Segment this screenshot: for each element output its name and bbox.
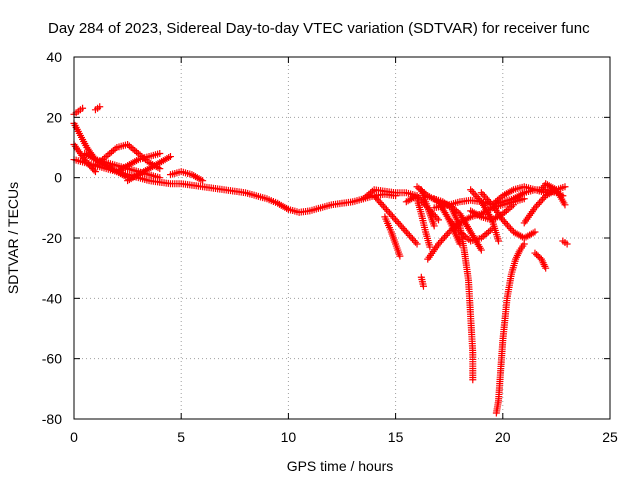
y-tick-label: -40 [42,290,62,306]
series-trace [468,187,502,243]
series-recovery-3 [445,216,496,245]
data-point [477,189,485,197]
data-point [381,204,389,212]
data-point [424,204,432,212]
series-arc-late-1 [467,186,503,245]
series-late-arc-5 [520,183,569,227]
series-trace [361,186,419,201]
y-tick-label: 0 [54,170,62,186]
series-hump-1 [91,140,164,173]
x-tick-label: 25 [602,429,618,445]
series-trace [414,197,433,249]
series-late-point [559,237,571,248]
series-trace [533,251,549,270]
series-early-cluster-1 [70,104,87,118]
series-isolated-drop [417,273,427,290]
series-arc-1 [166,168,207,185]
data-point [467,186,475,194]
series-early-cluster-2 [91,103,104,114]
series-trace [493,242,527,415]
series-trace [418,275,427,288]
data-points [70,103,571,417]
series-trace [522,183,567,225]
series-deep-spike-2 [492,240,528,417]
x-tick-label: 0 [70,429,78,445]
series-trace [447,218,494,244]
y-tick-label: 20 [46,109,62,125]
series-dip-1 [381,213,404,260]
data-point [434,216,442,224]
series-trace [404,193,441,222]
y-axis-title: SDTVAR / TECUs [5,182,21,294]
series-trace [382,215,403,258]
x-tick-label: 10 [281,429,297,445]
series-trace [115,150,162,175]
series-hump-2 [113,150,164,176]
data-point [402,228,410,236]
data-point [370,192,378,200]
series-trace [372,193,420,246]
series-trace [561,239,569,247]
y-tick-label: 40 [46,49,62,65]
series-trace [72,106,84,117]
data-point [445,216,453,224]
chart-title: Day 284 of 2023, Sidereal Day-to-day VTE… [48,20,590,37]
series-trace [169,168,205,184]
series-dip-5 [402,192,442,224]
series-trace [71,142,98,174]
data-point [413,240,421,248]
y-tick-label: -80 [42,411,62,427]
series-hump-3 [124,153,174,185]
series-late-arc-7 [531,249,550,272]
y-tick-label: -20 [42,230,62,246]
series-dip-2 [370,192,421,248]
series-arc-2 [359,186,421,203]
x-tick-label: 15 [388,429,404,445]
series-late-arc-6 [537,180,569,209]
x-axis-title: GPS time / hours [287,458,394,474]
axis-ticks: 0 5 10 15 20 25 -80 -60 -40 -20 0 20 40 [42,49,618,445]
series-deep-spike-1 [430,195,477,384]
series-trace [125,154,173,184]
data-point [531,249,539,257]
y-tick-label: -60 [42,351,62,367]
x-tick-label: 5 [177,429,185,445]
x-tick-label: 20 [495,429,511,445]
series-trace [94,104,102,112]
series-trace [539,181,568,207]
data-point [392,216,400,224]
